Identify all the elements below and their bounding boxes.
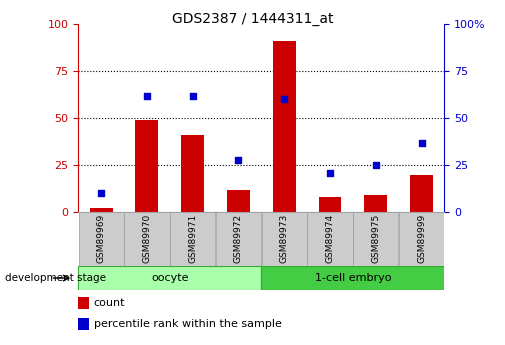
Bar (78, 318, 88, 330)
Bar (319, 197, 341, 212)
Point (418, 140, 426, 145)
Bar (216, 212, 261, 266)
Text: GSM89972: GSM89972 (234, 214, 243, 263)
Bar (410, 175, 433, 212)
Bar (364, 195, 387, 212)
Bar (273, 41, 295, 212)
Point (143, 93, 151, 98)
Bar (78, 266, 262, 290)
Point (234, 157, 242, 162)
Point (189, 93, 197, 98)
Bar (262, 266, 444, 290)
Point (326, 170, 334, 176)
Text: GSM89974: GSM89974 (326, 214, 334, 263)
Bar (262, 212, 307, 266)
Text: GSM89975: GSM89975 (371, 214, 380, 263)
Text: oocyte: oocyte (151, 273, 188, 283)
Bar (170, 212, 215, 266)
Text: GSM89999: GSM89999 (417, 214, 426, 263)
Text: GSM89971: GSM89971 (188, 214, 197, 263)
Bar (90, 208, 113, 212)
Point (97, 190, 105, 196)
Bar (135, 120, 159, 212)
Text: development stage: development stage (5, 273, 106, 283)
Bar (78, 212, 124, 266)
Bar (227, 190, 250, 212)
Bar (181, 135, 204, 212)
Bar (308, 212, 352, 266)
Text: 1-cell embryo: 1-cell embryo (315, 273, 391, 283)
Text: count: count (93, 298, 125, 307)
Text: percentile rank within the sample: percentile rank within the sample (93, 319, 281, 329)
Bar (353, 212, 398, 266)
Point (280, 97, 288, 102)
Bar (78, 296, 88, 308)
Text: GSM89970: GSM89970 (142, 214, 152, 263)
Bar (124, 212, 170, 266)
Text: GDS2387 / 1444311_at: GDS2387 / 1444311_at (172, 12, 333, 26)
Point (372, 162, 380, 168)
Bar (399, 212, 444, 266)
Text: GSM89973: GSM89973 (280, 214, 289, 263)
Text: GSM89969: GSM89969 (96, 214, 106, 263)
